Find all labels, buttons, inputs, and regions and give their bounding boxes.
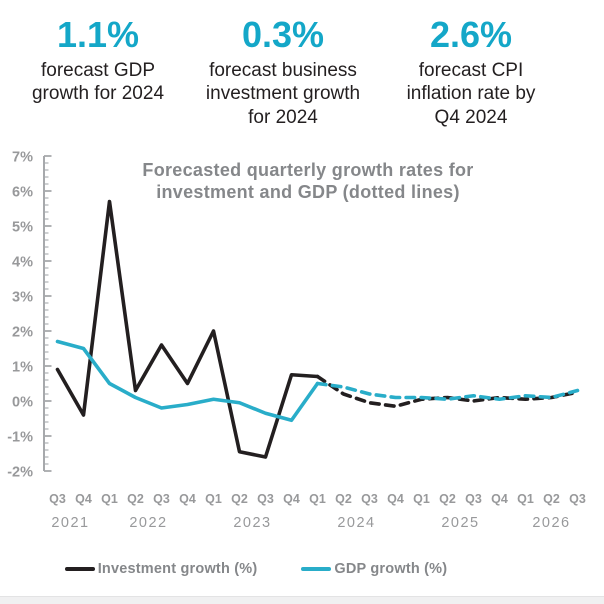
svg-text:2022: 2022: [129, 515, 167, 531]
svg-text:Q1: Q1: [413, 492, 430, 506]
legend-label: Investment growth (%): [97, 561, 258, 577]
stat-item-cpi: 2.6% forecast CPI inflation rate by Q4 2…: [380, 16, 562, 129]
svg-text:7%: 7%: [12, 150, 33, 166]
svg-text:Q1: Q1: [517, 492, 534, 506]
stat-item-gdp: 1.1% forecast GDP growth for 2024: [8, 16, 188, 106]
x-axis-labels: Q3 Q4 Q1 Q2 Q3 Q4 Q1 Q2 Q3 Q4 Q1 Q2 Q3 Q4 Q1 Q2 Q3 Q4 Q1 Q2…: [49, 492, 586, 531]
svg-text:Q4: Q4: [75, 492, 92, 506]
gdp-line-swatch: [301, 567, 332, 571]
svg-text:2026: 2026: [532, 515, 570, 531]
svg-text:Q3: Q3: [569, 492, 586, 506]
stat-value: 0.3%: [241, 14, 325, 55]
chart-title: Forecasted quarterly growth rates forinv…: [142, 160, 473, 202]
svg-text:Q1: Q1: [101, 492, 118, 506]
svg-text:Q2: Q2: [231, 492, 248, 506]
svg-text:1%: 1%: [12, 360, 33, 376]
svg-text:2024: 2024: [337, 515, 375, 531]
svg-text:Q3: Q3: [257, 492, 274, 506]
svg-text:5%: 5%: [12, 220, 33, 236]
svg-text:Q3: Q3: [153, 492, 170, 506]
svg-text:2023: 2023: [233, 515, 271, 531]
svg-text:2025: 2025: [441, 515, 479, 531]
svg-text:Q4: Q4: [387, 492, 404, 506]
svg-text:0%: 0%: [12, 395, 33, 411]
svg-text:Forecasted quarterly growth ra: Forecasted quarterly growth rates for: [142, 160, 473, 180]
investment-line-swatch: [64, 567, 95, 571]
svg-text:Q2: Q2: [543, 492, 560, 506]
svg-text:Q3: Q3: [49, 492, 66, 506]
svg-text:investment and GDP (dotted lin: investment and GDP (dotted lines): [156, 182, 460, 202]
growth-chart: Forecasted quarterly growth rates forinv…: [7, 150, 586, 532]
legend-item-gdp: GDP growth (%): [301, 561, 447, 577]
series-gdp: [55, 339, 580, 423]
svg-text:-1%: -1%: [7, 430, 33, 446]
svg-text:2021: 2021: [51, 515, 89, 531]
stat-item-investment: 0.3% forecast business investment growth…: [188, 16, 378, 129]
svg-text:Q4: Q4: [491, 492, 508, 506]
svg-text:Q2: Q2: [335, 492, 352, 506]
stat-label: forecast CPI inflation rate by Q4 2024: [406, 59, 536, 128]
stat-value: 2.6%: [429, 14, 513, 55]
stat-value: 1.1%: [56, 14, 140, 55]
series-investment: [55, 199, 580, 459]
svg-text:Q3: Q3: [465, 492, 482, 506]
svg-text:-2%: -2%: [7, 465, 33, 481]
svg-text:Q3: Q3: [361, 492, 378, 506]
svg-text:3%: 3%: [12, 290, 33, 306]
svg-text:Q1: Q1: [309, 492, 326, 506]
stat-label: forecast GDP growth for 2024: [31, 59, 165, 105]
stat-label: forecast business investment growth for …: [205, 59, 361, 128]
bottom-strip: [0, 596, 604, 604]
svg-text:Q2: Q2: [127, 492, 144, 506]
svg-text:6%: 6%: [12, 185, 33, 201]
svg-text:Q1: Q1: [205, 492, 222, 506]
svg-text:2%: 2%: [12, 325, 33, 341]
y-axis: -2% -1% 0% 1% 2% 3% 4% 5% 6% 7%: [7, 150, 52, 481]
svg-text:4%: 4%: [12, 255, 33, 271]
svg-text:Q2: Q2: [439, 492, 456, 506]
chart-legend: Investment growth (%) GDP growth (%): [0, 561, 558, 577]
legend-item-investment: Investment growth (%): [64, 561, 258, 577]
svg-text:Q4: Q4: [283, 492, 300, 506]
svg-text:Q4: Q4: [179, 492, 196, 506]
legend-label: GDP growth (%): [334, 561, 448, 577]
